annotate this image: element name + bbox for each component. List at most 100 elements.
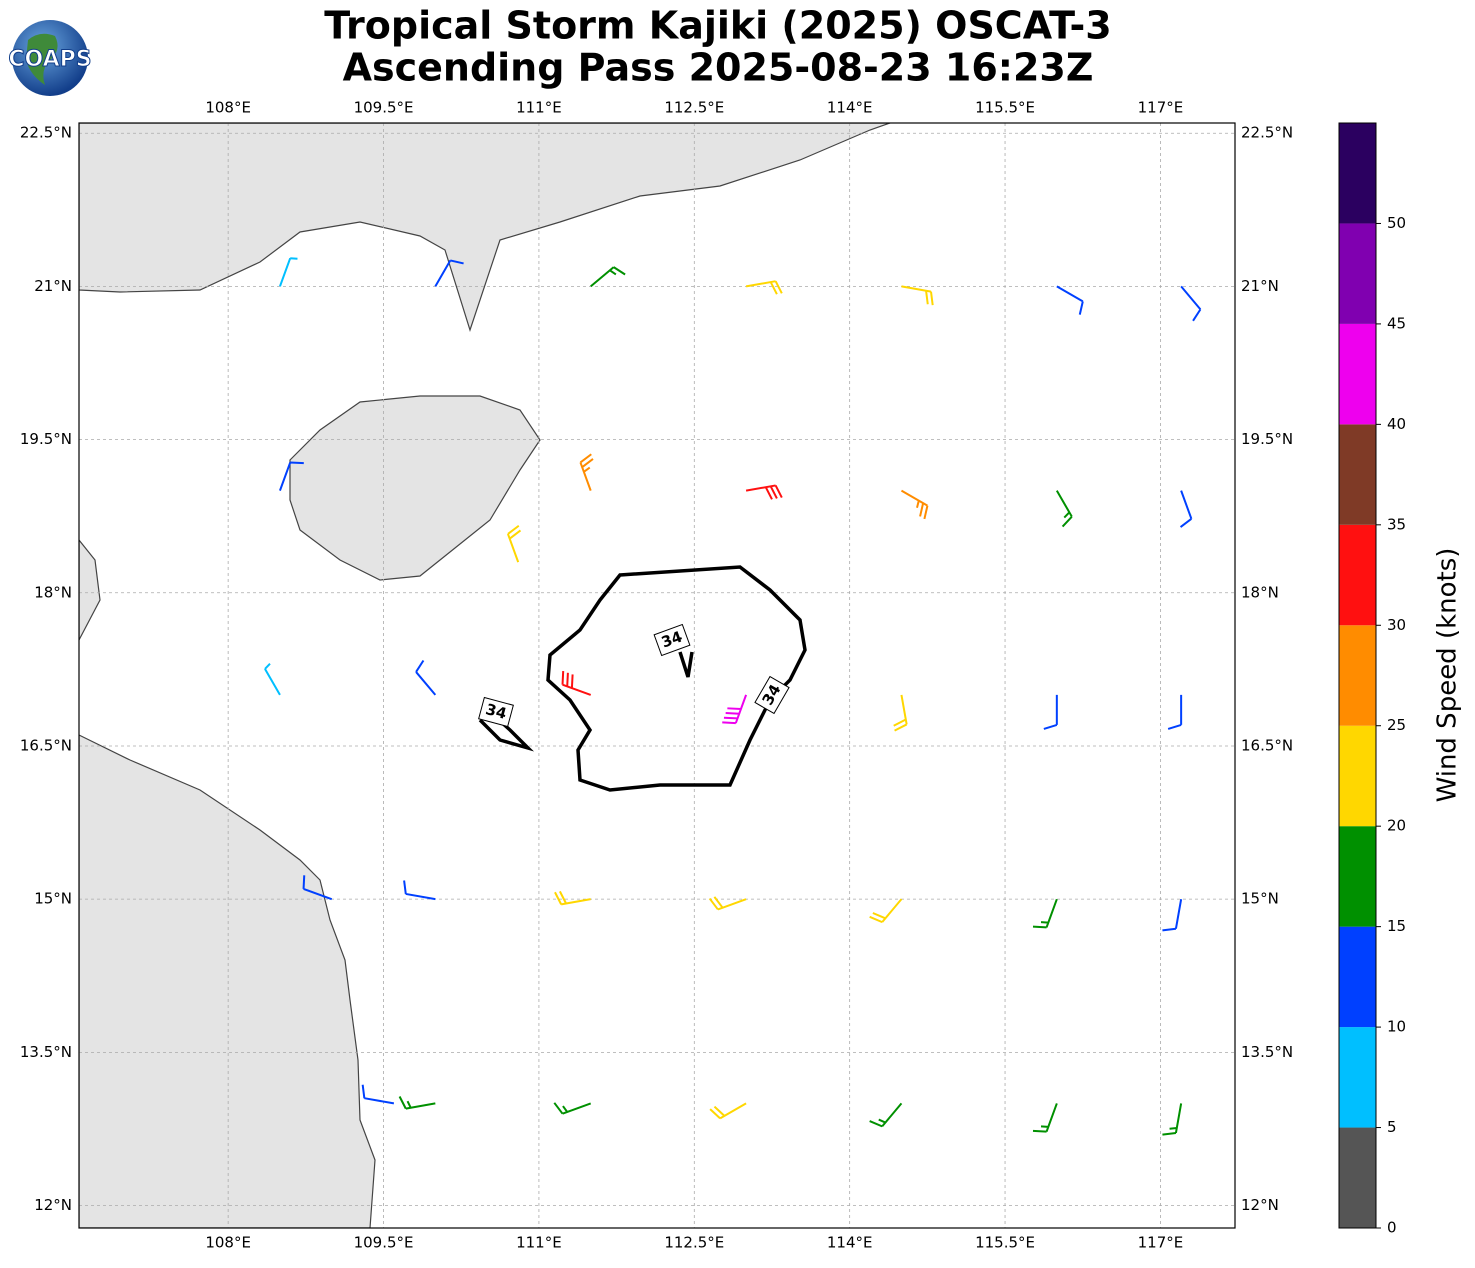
map-frame xyxy=(78,122,1236,1229)
x-tick-label: 108°E xyxy=(205,99,251,117)
x-tick-label: 109.5°E xyxy=(354,99,414,117)
colorbar-frame xyxy=(1338,122,1377,1229)
x-tick-label: 114°E xyxy=(827,99,873,117)
contour-label-box xyxy=(754,675,790,715)
y-tick-label: 16.5°N xyxy=(20,736,72,754)
wind-barb xyxy=(1043,694,1058,730)
y-tick-label: 22.5°N xyxy=(20,124,72,142)
colorbar-tick-label: 45 xyxy=(1387,314,1406,332)
wind-barb xyxy=(869,1102,903,1128)
wind-barb xyxy=(1055,490,1073,528)
colorbar-label: Wind Speed (knots) xyxy=(1433,548,1463,803)
wind-barb xyxy=(869,898,903,924)
colorbar-tick-label: 25 xyxy=(1387,716,1406,734)
y-tick-label: 13.5°N xyxy=(20,1043,72,1061)
logo: COAPS xyxy=(8,20,92,96)
land-china xyxy=(79,123,891,332)
y-tick-label: 13.5°N xyxy=(1241,1043,1293,1061)
wind-barb xyxy=(415,659,437,696)
colorbar-tick-label: 30 xyxy=(1387,616,1406,634)
wind-barb xyxy=(893,694,908,732)
wind-barb xyxy=(279,461,304,491)
land-hainan xyxy=(289,395,541,581)
contour-line xyxy=(546,565,807,792)
colorbar-segment xyxy=(1339,725,1376,827)
y-tick-label: 19.5°N xyxy=(20,430,72,448)
wind-barb xyxy=(398,1096,436,1110)
map: 34 34 34 xyxy=(79,123,1235,1228)
colorbar-segment xyxy=(1339,926,1376,1028)
x-tick-label: 114°E xyxy=(827,1234,873,1252)
wind-barb xyxy=(1032,898,1058,929)
wind-barb xyxy=(1056,285,1084,315)
wind-barb xyxy=(403,880,436,901)
contour-label-box xyxy=(478,696,514,728)
wind-barb xyxy=(1167,694,1183,730)
y-tick-label: 21°N xyxy=(1241,277,1279,295)
wind-barb xyxy=(901,285,934,306)
colorbar-segment xyxy=(1339,625,1376,726)
barbs xyxy=(264,257,1202,1136)
logo-text: COAPS xyxy=(8,47,91,72)
colorbar-tick-label: 40 xyxy=(1387,415,1406,433)
colorbar-tick-label: 0 xyxy=(1387,1219,1397,1237)
y-tick-label: 19.5°N xyxy=(1241,430,1293,448)
x-tick-label: 117°E xyxy=(1138,99,1184,117)
x-tick-label: 112.5°E xyxy=(664,99,724,117)
x-tick-label: 111°E xyxy=(516,99,562,117)
wind-barb xyxy=(553,1102,592,1115)
contour-label-box xyxy=(653,623,691,657)
y-tick-label: 16.5°N xyxy=(1241,736,1293,754)
wind-barb xyxy=(1179,490,1193,528)
y-tick-label: 21°N xyxy=(34,277,72,295)
logo-land xyxy=(26,33,58,85)
colorbar-segment xyxy=(1339,826,1376,927)
ticks: 108°E 108°E 109.5°E 109.5°E 111°E 111°E 112.5°… xyxy=(20,99,1293,1252)
wind-barb xyxy=(279,257,298,287)
wind-barb xyxy=(1162,1103,1183,1136)
colorbar-segment xyxy=(1339,1027,1376,1128)
contour-label: 34 xyxy=(484,700,509,723)
wind-barb xyxy=(709,1102,747,1120)
x-tick-label: 115.5°E xyxy=(975,99,1035,117)
wind-barb xyxy=(745,484,783,500)
wind-barb xyxy=(900,489,929,520)
x-tick-label: 117°E xyxy=(1138,1234,1184,1252)
title: Ascending Pass 2025-08-23 16:23Z xyxy=(343,46,1094,90)
wind-barb xyxy=(708,896,747,911)
wind-barb xyxy=(554,890,591,906)
wind-barb xyxy=(722,694,748,725)
y-tick-label: 18°N xyxy=(34,583,72,601)
y-tick-label: 18°N xyxy=(1241,583,1279,601)
wind-barb xyxy=(579,453,594,491)
y-tick-label: 12°N xyxy=(34,1196,72,1214)
colorbar-segment xyxy=(1339,123,1376,224)
x-tick-label: 115.5°E xyxy=(975,1234,1035,1252)
wind-barb xyxy=(745,280,783,295)
colorbar-tick-label: 35 xyxy=(1387,515,1406,533)
wind-barb xyxy=(1162,898,1183,932)
y-tick-label: 15°N xyxy=(34,890,72,908)
colorbar-tick-label: 50 xyxy=(1387,214,1406,232)
colorbar: 0 5 10 15 20 25 30 35 40 45 50 xyxy=(1338,122,1406,1237)
land xyxy=(79,123,891,1228)
wind-barb xyxy=(1032,1103,1058,1133)
title: Tropical Storm Kajiki (2025) OSCAT-3 xyxy=(324,4,1111,48)
contour-line xyxy=(678,651,694,678)
wind-barb xyxy=(590,266,626,288)
wind-barb xyxy=(561,671,592,696)
colorbar-segment xyxy=(1339,323,1376,425)
grid xyxy=(79,123,1235,1228)
x-tick-label: 112.5°E xyxy=(664,1234,724,1252)
colorbar-tick-label: 20 xyxy=(1387,817,1406,835)
wind-barb xyxy=(434,259,464,287)
y-tick-label: 22.5°N xyxy=(1241,124,1293,142)
wind-barb xyxy=(1180,285,1202,322)
x-tick-label: 109.5°E xyxy=(354,1234,414,1252)
colorbar-tick-label: 10 xyxy=(1387,1018,1406,1036)
wind-barb xyxy=(302,875,333,901)
colorbar-tick-label: 5 xyxy=(1387,1118,1397,1136)
wind-barb xyxy=(506,524,522,563)
y-tick-label: 15°N xyxy=(1241,890,1279,908)
